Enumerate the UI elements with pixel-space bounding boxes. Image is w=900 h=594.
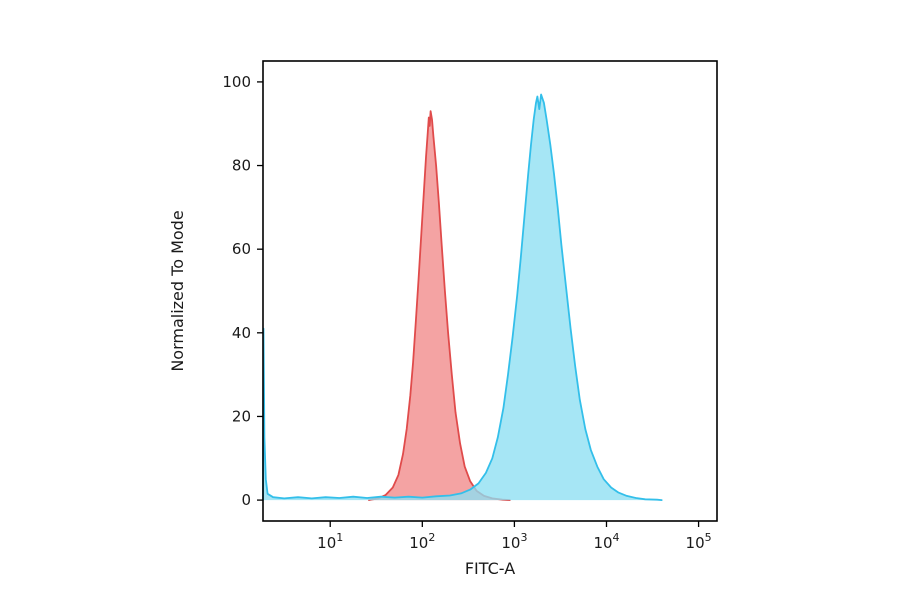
series-red-population-area — [368, 111, 510, 501]
plot-border — [262, 60, 718, 522]
series-layer — [262, 93, 663, 501]
x-tick-label: 103 — [501, 531, 527, 552]
axis-ticks — [257, 81, 700, 527]
y-tick-label: 100 — [222, 73, 251, 91]
y-tick-label: 80 — [232, 157, 251, 175]
y-tick-label: 20 — [232, 407, 251, 425]
x-tick-label: 102 — [409, 531, 435, 552]
y-tick-label: 0 — [241, 491, 251, 509]
y-tick-label: 40 — [232, 324, 251, 342]
x-tick-label: 101 — [317, 531, 343, 552]
y-tick-label: 60 — [232, 240, 251, 258]
axis-tick-labels: 101 102 103 104 105 0 20 40 60 80 100 — [222, 73, 711, 552]
x-tick-label: 105 — [686, 531, 712, 552]
series-cyan-population-area — [263, 94, 662, 501]
y-axis-label: Normalized To Mode — [168, 210, 187, 371]
x-tick-label: 104 — [593, 531, 619, 552]
series-cyan-population-line — [262, 93, 663, 501]
x-axis-label: FITC-A — [465, 559, 515, 578]
series-red-population-line — [368, 110, 511, 501]
